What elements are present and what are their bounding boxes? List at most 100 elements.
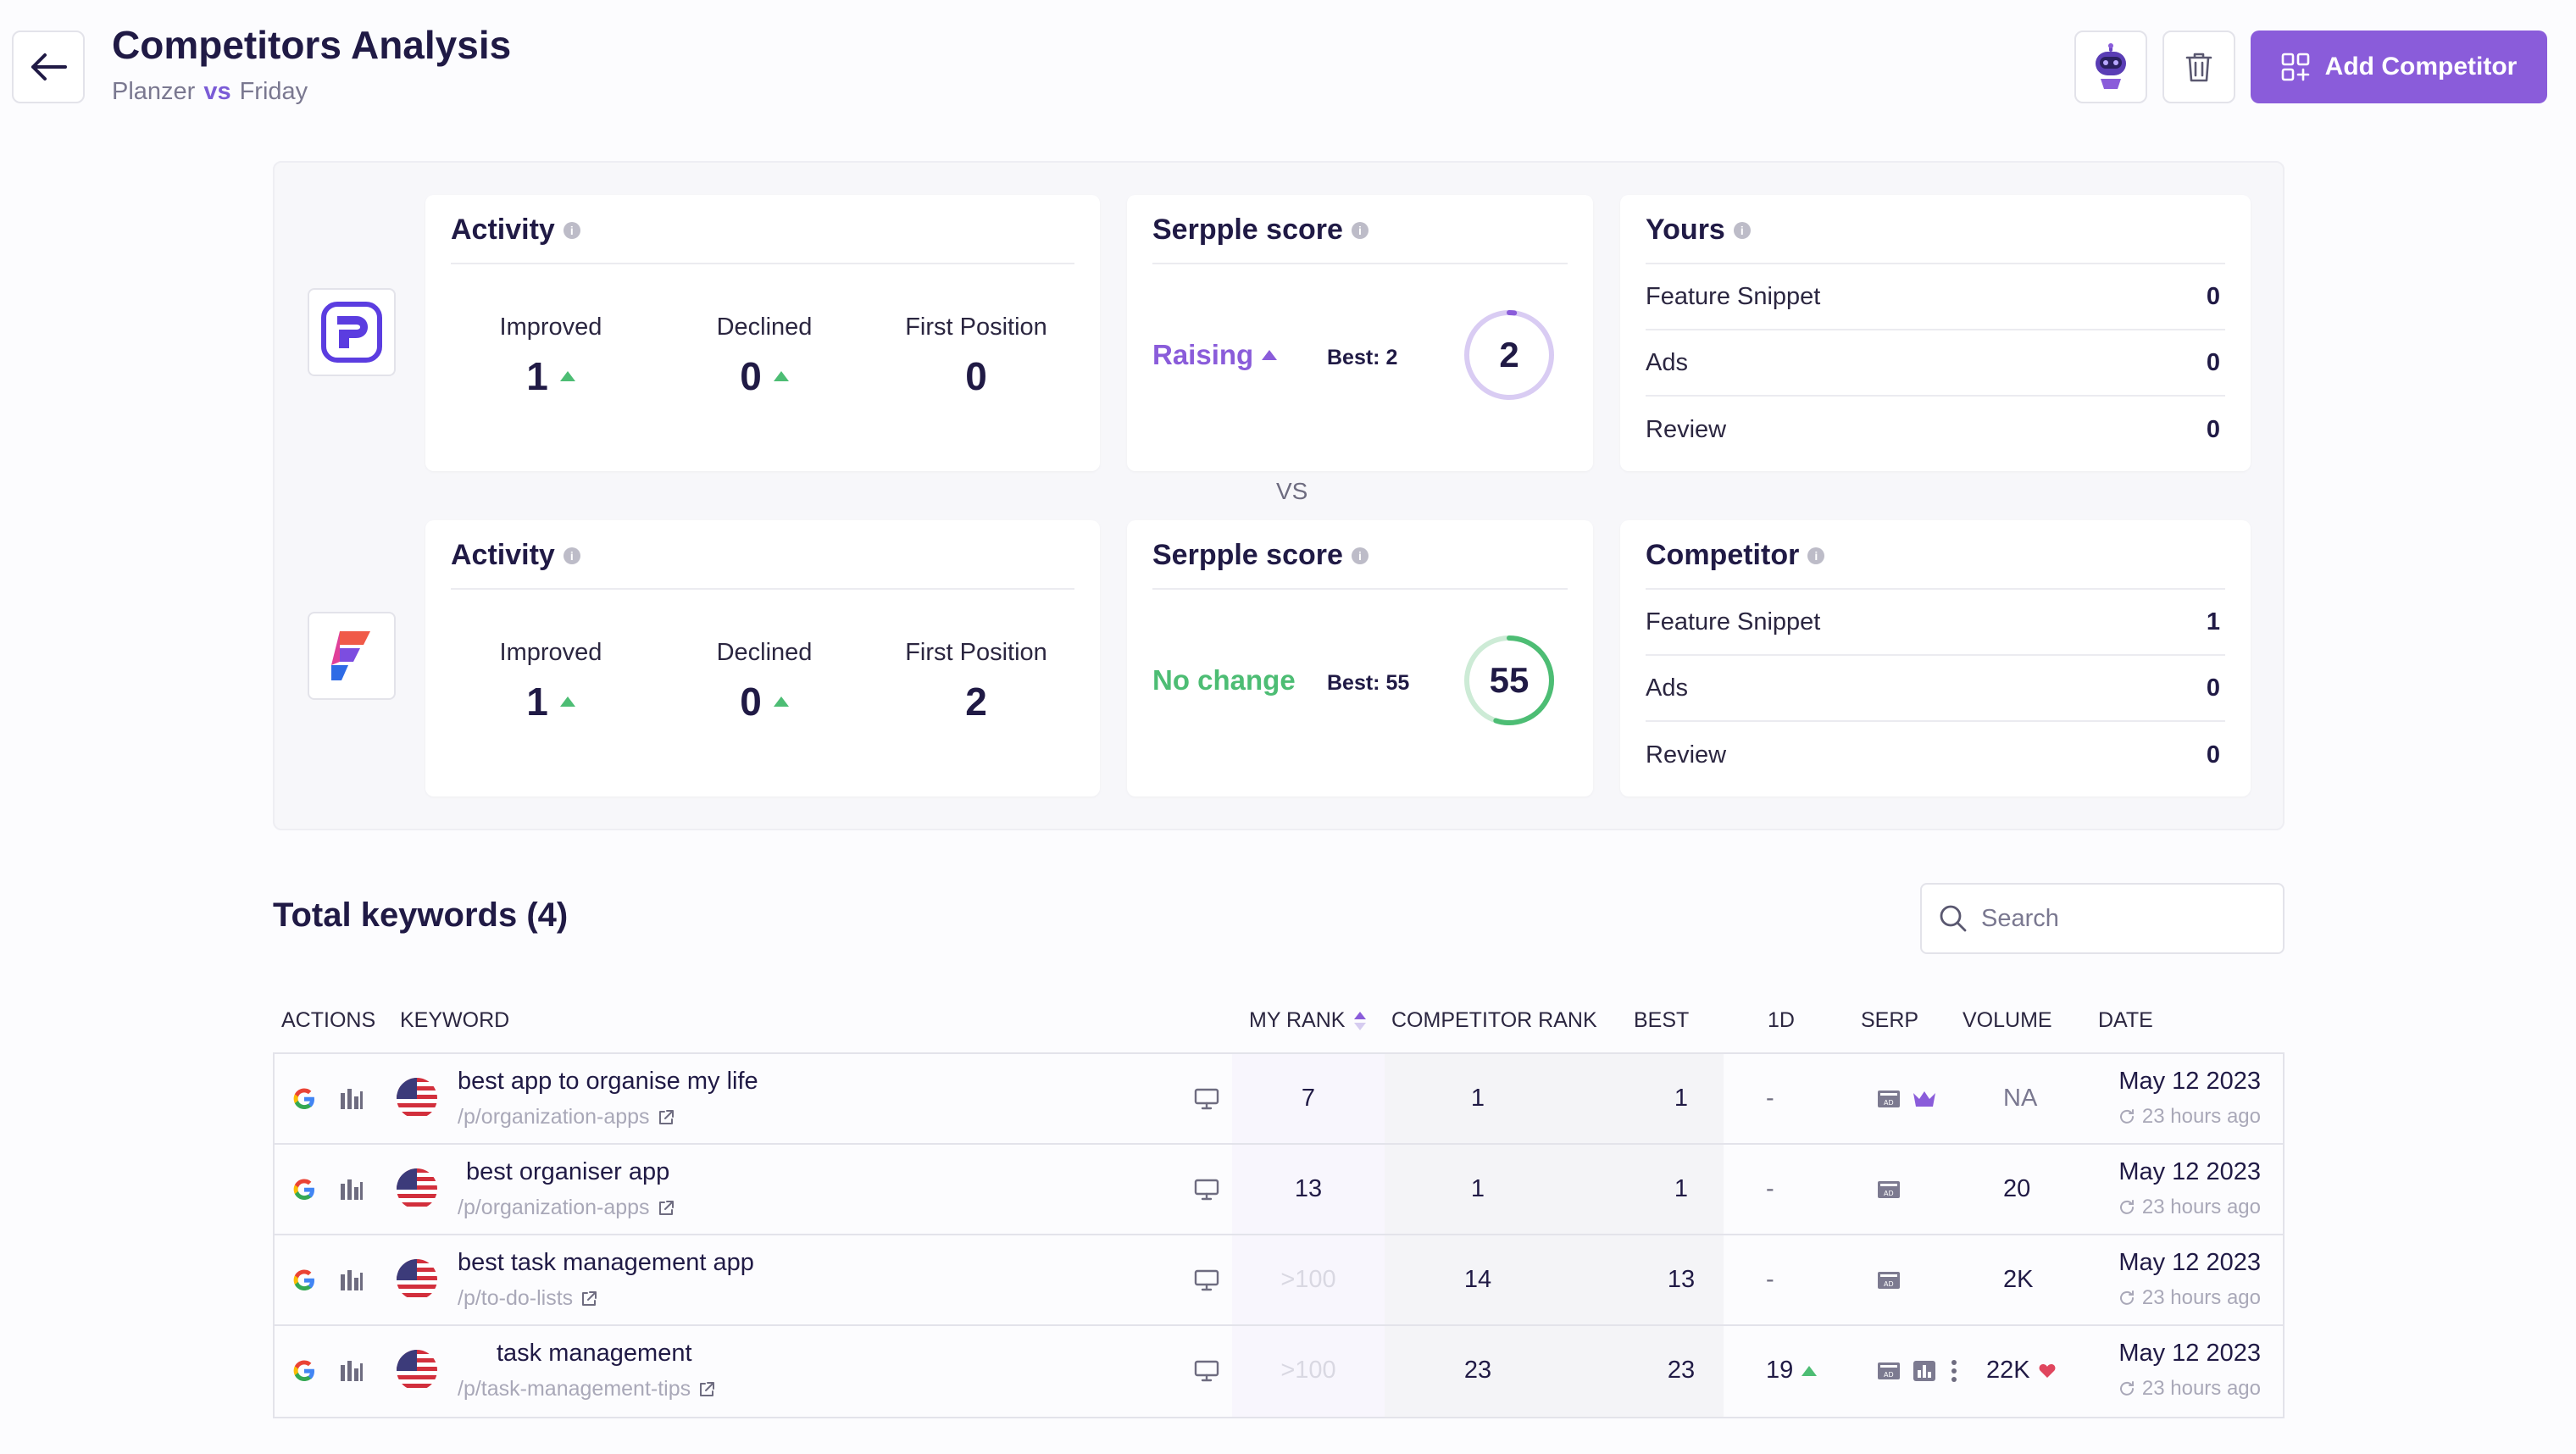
- date-value: May 12 2023: [2118, 1340, 2261, 1367]
- search-input[interactable]: [1981, 904, 2261, 933]
- updated-ago: 23 hours ago: [2118, 1196, 2261, 1219]
- chart-button[interactable]: [339, 1086, 364, 1112]
- declined-value: 0: [663, 679, 866, 724]
- us-flag-icon: [397, 1078, 437, 1118]
- feature-value: 0: [2206, 348, 2220, 376]
- svg-text:AD: AD: [1884, 1280, 1894, 1288]
- competitor-rank-cell-bg: [1385, 1145, 1724, 1234]
- google-search-button[interactable]: [290, 1357, 319, 1385]
- keyword-url[interactable]: /p/organization-apps: [458, 1105, 675, 1129]
- info-icon[interactable]: i: [1351, 221, 1368, 239]
- updated-ago-text: 23 hours ago: [2141, 1377, 2261, 1400]
- table-row[interactable]: best organiser app /p/organization-apps …: [275, 1145, 2283, 1235]
- google-search-button[interactable]: [290, 1266, 319, 1295]
- activity-title-text: Activity: [451, 214, 555, 246]
- info-icon[interactable]: i: [1351, 547, 1368, 564]
- competitor-rank-value: 14: [1463, 1266, 1492, 1293]
- col-date[interactable]: DATE: [2098, 1008, 2153, 1032]
- search-box[interactable]: [1920, 883, 2285, 954]
- divider: [1152, 263, 1568, 264]
- one-day-change-value: 19: [1766, 1357, 1794, 1384]
- keyword-text[interactable]: best app to organise my life: [458, 1068, 758, 1095]
- declined-value: 0: [663, 353, 866, 399]
- table-row[interactable]: best app to organise my life /p/organiza…: [275, 1054, 2283, 1145]
- table-row[interactable]: task management /p/task-management-tips …: [275, 1326, 2283, 1417]
- serp-ads-icon[interactable]: AD: [1876, 1088, 1901, 1110]
- col-my-rank[interactable]: MY RANK: [1249, 1008, 1367, 1033]
- feature-value: 0: [2206, 741, 2220, 769]
- serp-ads-icon[interactable]: AD: [1876, 1360, 1901, 1382]
- table-row[interactable]: best task management app /p/to-do-lists …: [275, 1235, 2283, 1326]
- serp-ads-icon[interactable]: AD: [1876, 1269, 1901, 1291]
- keyword-url-text: /p/to-do-lists: [458, 1286, 574, 1310]
- feature-row: Ads 0: [1646, 656, 2225, 722]
- updated-ago-text: 23 hours ago: [2141, 1105, 2261, 1128]
- yours-title-text: Yours: [1646, 214, 1725, 246]
- feature-value: 0: [2206, 282, 2220, 310]
- serp-chart-icon[interactable]: [1912, 1360, 1937, 1382]
- col-keyword[interactable]: KEYWORD: [400, 1008, 510, 1032]
- improved-value: 1: [449, 679, 652, 724]
- improved-value: 1: [449, 353, 652, 399]
- keyword-url[interactable]: /p/organization-apps: [458, 1196, 675, 1220]
- bar-chart-icon: [341, 1179, 363, 1200]
- date-value: May 12 2023: [2118, 1249, 2261, 1276]
- activity-title: Activity i: [451, 214, 580, 247]
- competitor-activity-card: Activity i Improved 1 Declined 0 First Po…: [425, 520, 1100, 796]
- info-icon[interactable]: i: [563, 221, 580, 239]
- info-icon[interactable]: i: [1807, 547, 1825, 564]
- add-grid-icon: [2281, 53, 2309, 81]
- google-search-button[interactable]: [290, 1175, 319, 1204]
- col-volume[interactable]: VOLUME: [1963, 1008, 2052, 1032]
- desktop-device-icon: [1193, 1268, 1220, 1293]
- keyword-text[interactable]: task management: [497, 1340, 692, 1367]
- competitor-score-card: Serpple score i No change Best: 55 55: [1127, 520, 1593, 796]
- divider: [1646, 263, 2225, 264]
- my-rank-value: >100: [1280, 1266, 1336, 1293]
- google-icon: [293, 1269, 314, 1290]
- improved-label: Improved: [499, 639, 602, 666]
- competitor-logo: [308, 612, 396, 700]
- volume-value: 22K: [1986, 1357, 2056, 1385]
- keyword-text[interactable]: best task management app: [458, 1249, 754, 1276]
- refresh-icon: [2119, 1109, 2134, 1124]
- external-link-icon: [658, 1200, 674, 1215]
- refresh-icon: [2119, 1381, 2134, 1396]
- keyword-text[interactable]: best organiser app: [466, 1158, 670, 1185]
- col-best[interactable]: BEST: [1634, 1008, 1690, 1032]
- search-icon: [1940, 905, 1967, 932]
- improved-number: 1: [526, 354, 548, 398]
- volume-number: NA: [2003, 1085, 2038, 1112]
- google-search-button[interactable]: [290, 1085, 319, 1113]
- volume-value: 2K: [2003, 1266, 2033, 1294]
- info-icon[interactable]: i: [563, 547, 580, 564]
- info-icon[interactable]: i: [1733, 221, 1751, 239]
- col-competitor-rank[interactable]: COMPETITOR RANK: [1391, 1008, 1597, 1032]
- ai-assistant-button[interactable]: [2074, 31, 2147, 103]
- score-value: 2: [1499, 335, 1519, 375]
- col-1d[interactable]: 1D: [1768, 1008, 1795, 1032]
- one-day-change-value: -: [1766, 1266, 1774, 1293]
- chart-button[interactable]: [339, 1268, 364, 1293]
- keyword-url[interactable]: /p/task-management-tips: [458, 1377, 716, 1401]
- chart-button[interactable]: [339, 1177, 364, 1202]
- delete-button[interactable]: [2162, 31, 2235, 103]
- back-button[interactable]: [12, 31, 85, 103]
- serp-ads-icon[interactable]: AD: [1876, 1179, 1901, 1201]
- feature-row: Feature Snippet 1: [1646, 590, 2225, 656]
- score-ring-chart: [1464, 310, 1554, 400]
- crown-icon[interactable]: [1912, 1088, 1937, 1110]
- add-competitor-button[interactable]: Add Competitor: [2251, 31, 2547, 103]
- one-day-change: 19: [1766, 1357, 1818, 1385]
- sort-icon: [1354, 1011, 1367, 1030]
- vs-label: vs: [203, 78, 231, 105]
- chart-button[interactable]: [339, 1358, 364, 1384]
- score-title: Serpple score i: [1152, 539, 1368, 572]
- improved-label: Improved: [499, 314, 602, 341]
- keyword-url[interactable]: /p/to-do-lists: [458, 1286, 598, 1311]
- caret-up-icon: [1262, 350, 1278, 360]
- activity-title: Activity i: [451, 539, 580, 572]
- score-ring-chart: [1464, 635, 1554, 725]
- more-options-icon[interactable]: [1947, 1358, 1961, 1384]
- first-position-stat: First Position 2: [874, 639, 1078, 724]
